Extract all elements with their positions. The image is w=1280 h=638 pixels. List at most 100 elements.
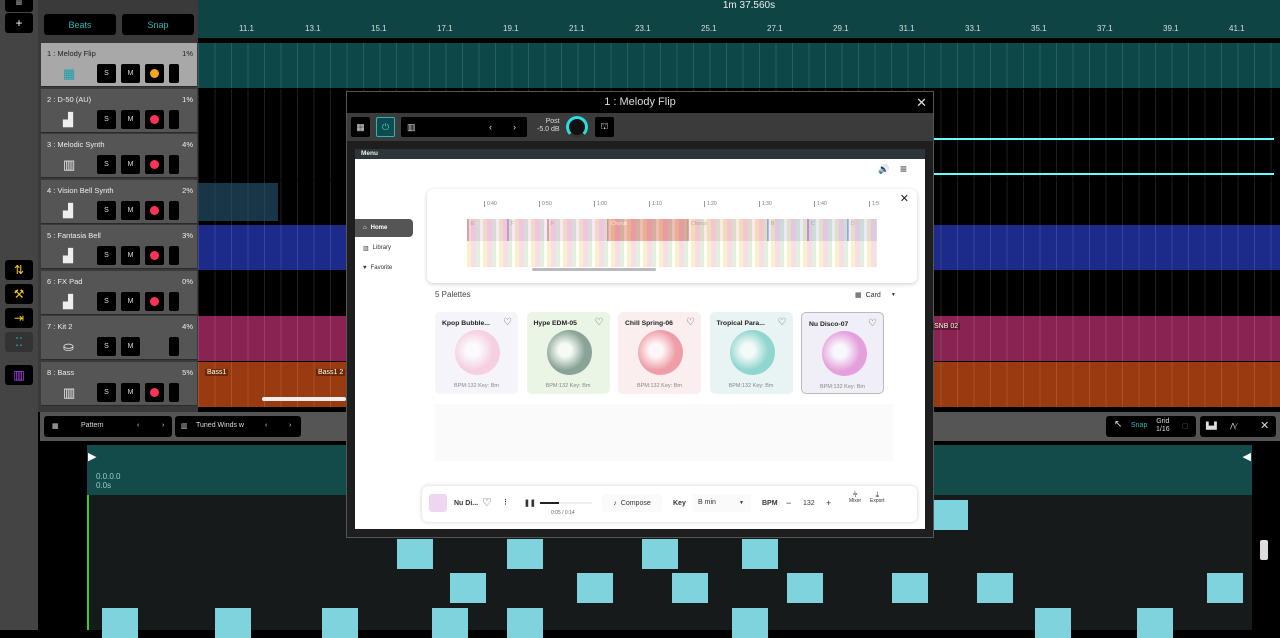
end-marker-icon[interactable]: ◀ xyxy=(1242,451,1251,463)
midi-note[interactable] xyxy=(450,573,486,603)
clip-label[interactable]: Bass1 xyxy=(205,369,229,376)
progress-slider[interactable] xyxy=(540,502,592,504)
instrument-selector[interactable]: ▥ Tuned Winds w ‹ › xyxy=(175,416,301,437)
track-header[interactable]: 8 : Bass 5% ▥ S M xyxy=(41,361,197,406)
snap-toggle[interactable]: Snap xyxy=(1131,422,1148,429)
track-options-button[interactable] xyxy=(169,64,179,83)
track-header[interactable]: 2 : D-50 (AU) 1% ▟ S M xyxy=(41,88,197,133)
record-arm-button[interactable] xyxy=(145,155,164,174)
midi-note[interactable] xyxy=(102,608,138,638)
mute-button[interactable]: M xyxy=(121,155,140,174)
bpm-input[interactable]: 132 xyxy=(803,500,815,507)
track-header[interactable]: 3 : Melodic Synth 4% ▥ S M xyxy=(41,134,197,178)
mute-button[interactable]: M xyxy=(121,382,140,402)
view-mode-dropdown[interactable]: ▦ Card ▼ xyxy=(855,288,910,302)
timeline-scrollbar[interactable] xyxy=(532,268,656,271)
midi-note[interactable] xyxy=(1035,608,1071,638)
midi-note[interactable] xyxy=(322,608,358,638)
record-arm-button[interactable] xyxy=(145,109,164,129)
nav-library[interactable]: ▥ Library xyxy=(355,239,413,257)
solo-button[interactable]: S xyxy=(97,246,116,265)
mute-button[interactable]: M xyxy=(121,200,140,220)
clip-label[interactable]: Bass1 2 xyxy=(316,369,346,376)
compose-button[interactable]: ♪ Compose xyxy=(602,494,662,512)
midi-note[interactable] xyxy=(215,608,251,638)
midi-note[interactable] xyxy=(507,608,543,638)
track-lane[interactable] xyxy=(198,43,1280,88)
midi-note[interactable] xyxy=(732,608,768,638)
bpm-decrease-button[interactable]: − xyxy=(786,498,792,508)
solo-button[interactable]: S xyxy=(97,155,116,174)
mixer-button[interactable]: ⫩ Mixer xyxy=(849,491,861,505)
track-options-button[interactable] xyxy=(169,382,179,402)
track-header[interactable]: 1 : Melody Flip 1% ▦ S M xyxy=(41,43,197,87)
snap-button[interactable]: Snap xyxy=(122,14,194,35)
solo-button[interactable]: S xyxy=(97,337,116,356)
import-icon[interactable]: ⇥ xyxy=(5,308,33,328)
midi-note[interactable] xyxy=(432,608,468,638)
grid-menu-icon[interactable]: ▦ xyxy=(351,117,370,137)
mute-button[interactable]: M xyxy=(121,64,140,83)
favorite-heart-icon[interactable]: ♡ xyxy=(503,317,512,328)
key-dropdown[interactable]: B min ▼ xyxy=(693,494,751,512)
track-options-button[interactable] xyxy=(169,109,179,129)
velocity-icon[interactable]: ▙▟ xyxy=(1206,423,1217,430)
playhead[interactable] xyxy=(87,495,89,630)
prev-instrument-button[interactable]: ‹ xyxy=(265,422,268,429)
snap-grid-control[interactable]: ↖ Snap Grid 1/16 ▢ xyxy=(1106,416,1196,437)
pattern-icon[interactable]: ⁚⁚ xyxy=(5,332,33,352)
gain-knob[interactable] xyxy=(566,116,588,138)
palette-card[interactable]: Chill Spring-06 ♡ BPM:132 Key: Bm xyxy=(618,312,701,394)
solo-button[interactable]: S xyxy=(97,291,116,311)
nav-home[interactable]: ⌂ Home xyxy=(355,219,413,237)
mute-button[interactable]: M xyxy=(121,246,140,265)
midi-note[interactable] xyxy=(577,573,613,603)
volume-icon[interactable]: 🔊 xyxy=(878,164,890,174)
favorite-heart-icon[interactable]: ♡ xyxy=(868,318,877,329)
automation-icon[interactable]: ⋀∕ xyxy=(1230,423,1237,430)
track-header[interactable]: 5 : Fantasia Bell 3% ▟ S M xyxy=(41,225,197,269)
record-arm-button[interactable] xyxy=(145,382,164,402)
record-arm-button[interactable] xyxy=(145,200,164,220)
track-header[interactable]: 6 : FX Pad 0% ▟ S M xyxy=(41,270,197,315)
record-arm-button[interactable] xyxy=(145,291,164,311)
timeline-ruler[interactable]: 1m 37.560s 11.1 13.1 15.1 17.1 19.1 21.1 23.1 2… xyxy=(198,0,1280,38)
palette-card[interactable]: Kpop Bubble... ♡ BPM:132 Key: Bm xyxy=(435,312,518,394)
prev-pattern-button[interactable]: ‹ xyxy=(137,422,140,429)
solo-button[interactable]: S xyxy=(97,64,116,83)
midi-note[interactable] xyxy=(977,573,1013,603)
piano-icon[interactable]: ▥ xyxy=(5,365,33,385)
horizontal-scrollbar[interactable] xyxy=(262,397,346,401)
menu-bar[interactable]: Menu xyxy=(355,149,925,159)
midi-note[interactable] xyxy=(642,539,678,569)
midi-note[interactable] xyxy=(787,573,823,603)
solo-button[interactable]: S xyxy=(97,382,116,402)
favorite-heart-icon[interactable]: ♡ xyxy=(594,317,604,328)
track-options-button[interactable] xyxy=(169,155,179,174)
favorite-heart-icon[interactable]: ♡ xyxy=(686,317,695,328)
midi-note[interactable] xyxy=(742,539,778,569)
pointer-tool-icon[interactable]: ↖ xyxy=(1114,419,1123,430)
nav-favorite[interactable]: ♥ Favorite xyxy=(355,259,413,277)
mute-button[interactable]: M xyxy=(121,291,140,311)
favorite-heart-icon[interactable]: ♡ xyxy=(482,497,492,509)
record-arm-button[interactable] xyxy=(145,246,164,265)
plugin-title-bar[interactable]: 1 : Melody Flip ✕ xyxy=(347,92,933,113)
close-editor-icon[interactable]: ✕ xyxy=(1260,420,1270,432)
favorite-heart-icon[interactable]: ♡ xyxy=(777,317,787,328)
power-icon[interactable]: ⏻ xyxy=(376,117,395,137)
clip-region[interactable] xyxy=(198,183,278,221)
track-options-button[interactable] xyxy=(169,200,179,220)
pause-icon[interactable]: ❚❚ xyxy=(524,500,536,507)
palette-card[interactable]: Nu Disco-07 ♡ BPM:132 Key: Bm xyxy=(801,312,884,394)
next-pattern-button[interactable]: › xyxy=(162,422,165,429)
chord-track[interactable] xyxy=(467,219,877,267)
midi-note[interactable] xyxy=(932,500,968,530)
track-options-button[interactable] xyxy=(169,291,179,311)
next-instrument-button[interactable]: › xyxy=(289,422,292,429)
palette-card[interactable]: Hype EDM-05 ♡ BPM:132 Key: Bm xyxy=(526,312,610,394)
midi-note[interactable] xyxy=(397,539,433,569)
track-header[interactable]: 4 : Vision Bell Synth 2% ▟ S M xyxy=(41,179,197,224)
close-timeline-icon[interactable]: ✕ xyxy=(899,193,909,205)
menu-button[interactable]: ≡ xyxy=(5,0,33,12)
